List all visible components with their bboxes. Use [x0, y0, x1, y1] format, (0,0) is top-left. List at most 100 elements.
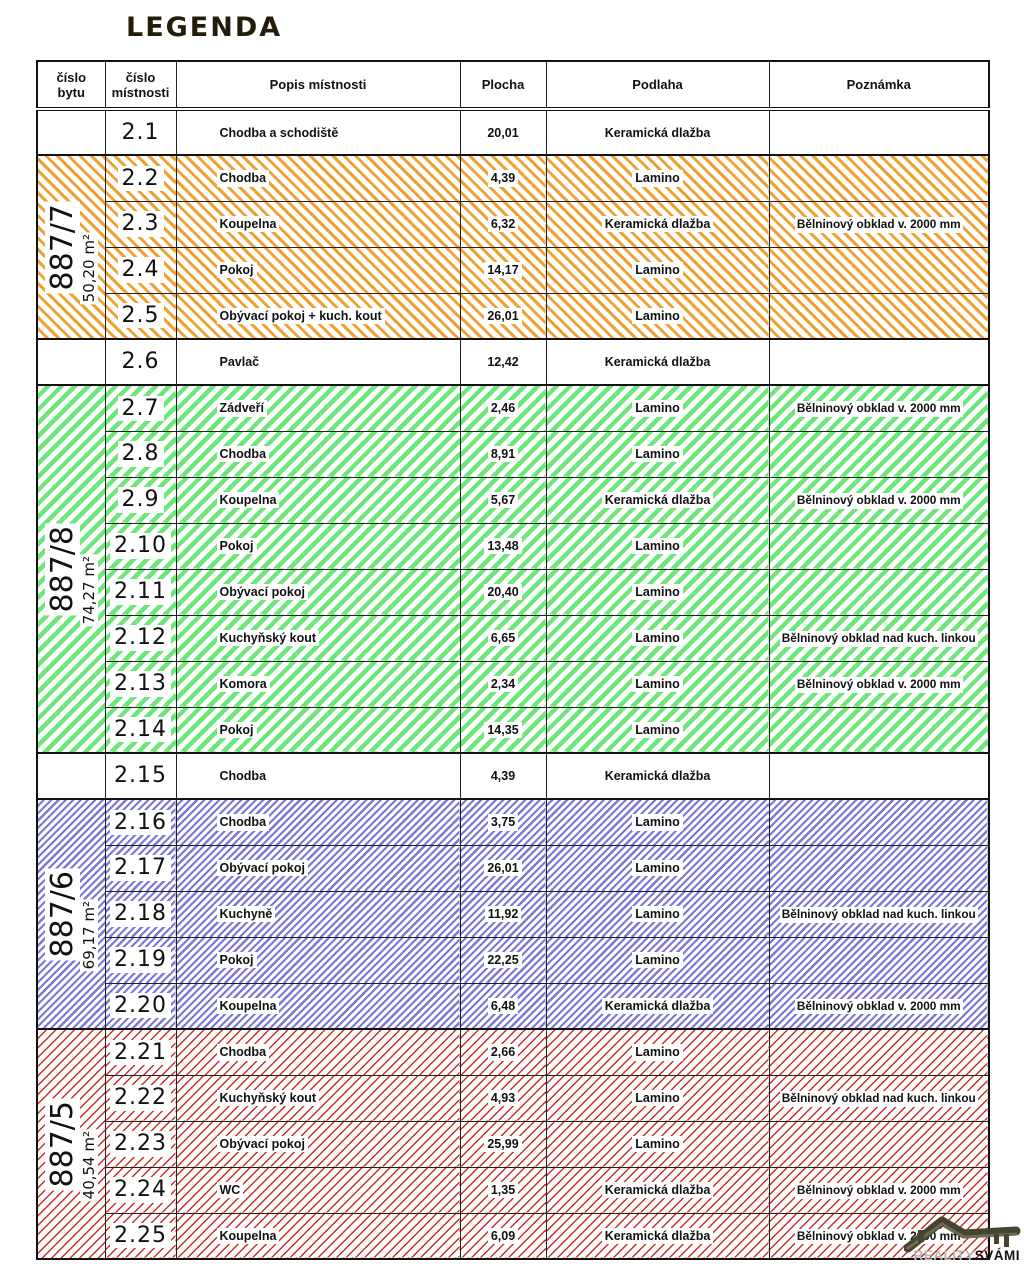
floor-cell: Keramická dlažba [545, 338, 770, 386]
table-row: 2.1 Chodba a schodiště 20,01 Keramická d… [36, 108, 990, 156]
table-row: 2.20 Koupelna 6,48 Keramická dlažba Běln… [37, 982, 990, 1030]
room-desc-cell: Koupelna [175, 1212, 461, 1260]
apartment-area: 40,54 m² [79, 1128, 98, 1202]
floor-cell: Keramická dlažba [545, 200, 770, 248]
col-header-podlaha: Podlaha [545, 60, 770, 111]
area-cell: 12,42 [459, 338, 547, 386]
floor-cell: Lamino [545, 660, 770, 708]
room-desc-cell: Pavlač [175, 338, 461, 386]
floor-cell: Lamino [545, 706, 770, 754]
room-desc-cell: WC [175, 1166, 461, 1214]
note-cell [768, 568, 990, 616]
note-cell: Bělninový obklad v. 2000 mm [768, 476, 990, 524]
apartment-area: 74,27 m² [79, 553, 98, 627]
room-desc-cell: Koupelna [175, 476, 461, 524]
room-number-cell: 2.21 [104, 1028, 177, 1076]
note-cell [768, 1120, 990, 1168]
floor-cell: Lamino [545, 246, 770, 294]
table-row: 887/8 74,27 m² 2.7 Zádveří 2,46 Lamino B… [36, 384, 990, 754]
floor-cell: Lamino [545, 384, 770, 432]
area-cell: 20,40 [459, 568, 547, 616]
area-cell: 4,93 [459, 1074, 547, 1122]
area-cell: 22,25 [459, 936, 547, 984]
table-row: 2.22 Kuchyňský kout 4,93 Lamino Bělninov… [37, 1074, 990, 1122]
room-desc-cell: Koupelna [175, 982, 461, 1030]
note-cell [768, 430, 990, 478]
note-cell [768, 798, 990, 846]
note-cell [768, 706, 990, 754]
legend-table: číslo bytu číslo místnosti Popis místnos… [36, 60, 990, 1260]
floor-cell: Lamino [545, 936, 770, 984]
room-desc-cell: Kuchyně [175, 890, 461, 938]
apartment-cell: 887/8 74,27 m² [36, 384, 106, 754]
note-cell [768, 108, 990, 156]
room-desc-cell: Koupelna [175, 200, 461, 248]
table-row: 2.24 WC 1,35 Keramická dlažba Bělninový … [37, 1166, 990, 1214]
room-number-cell: 2.23 [104, 1120, 177, 1168]
apartment-number: 887/6 [44, 867, 80, 961]
table-row: 887/7 50,20 m² 2.2 Chodba 4,39 Lamino [36, 154, 990, 340]
table-row: 887/6 69,17 m² 2.16 Chodba 3,75 Lamino [36, 798, 990, 1030]
area-cell: 13,48 [459, 522, 547, 570]
apartment-number: 887/5 [44, 1097, 80, 1191]
table-row: 2.6 Pavlač 12,42 Keramická dlažba [36, 338, 990, 386]
room-number-cell: 2.22 [104, 1074, 177, 1122]
floor-cell: Lamino [545, 154, 770, 202]
apartment-cell: 887/6 69,17 m² [36, 798, 106, 1030]
note-cell [768, 246, 990, 294]
room-number-cell: 2.18 [104, 890, 177, 938]
room-desc-cell: Obývací pokoj [175, 844, 461, 892]
room-number-cell: 2.16 [104, 798, 177, 846]
area-cell: 4,39 [459, 154, 547, 202]
apartment-cell: 887/5 40,54 m² [36, 1028, 106, 1260]
floor-cell: Keramická dlažba [545, 1166, 770, 1214]
table-row: 2.3 Koupelna 6,32 Keramická dlažba Bělni… [37, 200, 990, 248]
room-number-cell: 2.1 [104, 108, 177, 156]
floor-cell: Lamino [545, 430, 770, 478]
room-number-cell: 2.2 [104, 154, 177, 202]
floor-cell: Lamino [545, 568, 770, 616]
room-desc-cell: Chodba [175, 798, 461, 846]
floor-cell: Lamino [545, 1028, 770, 1076]
note-cell: Bělninový obklad v. 2000 mm [768, 660, 990, 708]
room-number-cell: 2.25 [104, 1212, 177, 1260]
room-desc-cell: Chodba [175, 752, 461, 800]
col-header-cislo-bytu: číslo bytu [36, 60, 106, 111]
area-cell: 5,67 [459, 476, 547, 524]
logo-text-svami: SVÁMI [974, 1248, 1020, 1263]
room-number-cell: 2.5 [104, 292, 177, 340]
room-number-cell: 2.13 [104, 660, 177, 708]
floor-cell: Lamino [545, 890, 770, 938]
room-desc-cell: Pokoj [175, 522, 461, 570]
table-row: 2.12 Kuchyňský kout 6,65 Lamino Bělninov… [37, 614, 990, 662]
room-number-cell: 2.7 [104, 384, 177, 432]
floor-cell: Lamino [545, 522, 770, 570]
floor-cell: Keramická dlažba [545, 752, 770, 800]
area-cell: 20,01 [459, 108, 547, 156]
area-cell: 26,01 [459, 292, 547, 340]
table-row: 2.15 Chodba 4,39 Keramická dlažba [36, 752, 990, 800]
table-row: 2.5 Obývací pokoj + kuch. kout 26,01 Lam… [37, 292, 990, 340]
room-number-cell: 2.17 [104, 844, 177, 892]
room-desc-cell: Kuchyňský kout [175, 1074, 461, 1122]
area-cell: 6,65 [459, 614, 547, 662]
room-desc-cell: Pokoj [175, 936, 461, 984]
room-desc-cell: Pokoj [175, 706, 461, 754]
table-row: 2.14 Pokoj 14,35 Lamino [37, 706, 990, 754]
note-cell [768, 338, 990, 386]
area-cell: 2,46 [459, 384, 547, 432]
note-cell [768, 154, 990, 202]
room-number-cell: 2.8 [104, 430, 177, 478]
col-header-popis: Popis místnosti [175, 60, 461, 111]
floor-cell: Keramická dlažba [545, 1212, 770, 1260]
table-row: 2.4 Pokoj 14,17 Lamino [37, 246, 990, 294]
area-cell: 11,92 [459, 890, 547, 938]
room-desc-cell: Chodba [175, 1028, 461, 1076]
room-desc-cell: Chodba a schodiště [175, 108, 461, 156]
floor-cell: Lamino [545, 292, 770, 340]
floor-cell: Lamino [545, 1074, 770, 1122]
room-desc-cell: Obývací pokoj [175, 1120, 461, 1168]
area-cell: 6,48 [459, 982, 547, 1030]
room-desc-cell: Zádveří [175, 384, 461, 432]
